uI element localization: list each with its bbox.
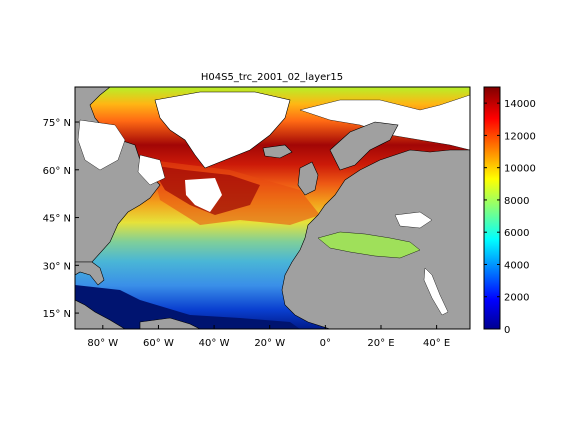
colorbar-tick-label: 0	[504, 325, 510, 336]
lon-tick-label: 40° E	[423, 338, 450, 349]
colorbar-tick-label: 14000	[504, 99, 536, 110]
lat-tick-label: 60° N	[43, 166, 71, 177]
newfoundland-ice	[185, 178, 222, 212]
lon-tick-label: 0°	[320, 338, 331, 349]
latitude-ticks: 75° N 60° N 45° N 30° N 15° N	[43, 118, 79, 320]
lon-tick-label: 60° W	[143, 338, 174, 349]
greenland-ice	[154, 91, 291, 169]
longitude-ticks: 80° W 60° W 40° W 20° W 0° 20° E 40° E	[87, 325, 450, 349]
lat-tick-label: 75° N	[43, 118, 71, 129]
caribbean-low	[75, 285, 300, 329]
lat-tick-label: 15° N	[43, 309, 71, 320]
lat-tick-label: 45° N	[43, 214, 71, 225]
colorbar	[483, 86, 501, 330]
colorbar-tick-label: 10000	[504, 164, 536, 175]
colorbar-tick-label: 6000	[504, 228, 529, 239]
florida-land	[75, 261, 105, 286]
lat-tick-label: 30° N	[43, 261, 71, 272]
colorbar-tick-label: 4000	[504, 260, 529, 271]
colorbar-tick-label: 12000	[504, 131, 536, 142]
map-title: H04S5_trc_2001_02_layer15	[201, 72, 343, 83]
british-isles-land	[297, 161, 319, 196]
scandinavia-land	[329, 121, 399, 171]
colorbar-ticks: 0 2000 4000 6000 8000 10000 12000 14000	[484, 99, 536, 336]
south-america-land	[139, 317, 201, 329]
labrador-ice	[137, 154, 166, 186]
lon-tick-label: 40° W	[199, 338, 230, 349]
central-america-land	[75, 299, 126, 329]
lon-tick-label: 20° E	[367, 338, 394, 349]
map-axes	[75, 87, 470, 329]
lon-tick-label: 80° W	[87, 338, 118, 349]
colorbar-tick-label: 8000	[504, 196, 529, 207]
hudson-ice	[77, 119, 126, 171]
map-frame	[74, 86, 471, 330]
red-sea	[423, 267, 449, 316]
black-sea	[394, 211, 433, 229]
mediterranean-sea	[317, 231, 421, 259]
lon-tick-label: 20° W	[254, 338, 285, 349]
iceland-land	[262, 144, 293, 159]
colorbar-tick-label: 2000	[504, 293, 529, 304]
